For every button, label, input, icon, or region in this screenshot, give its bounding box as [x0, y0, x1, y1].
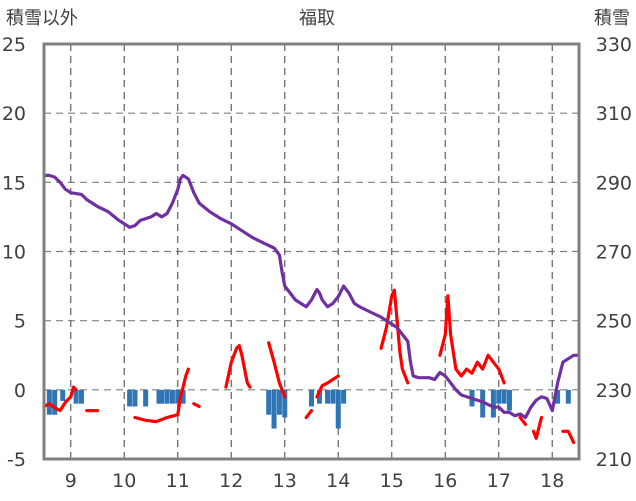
bar — [490, 389, 496, 418]
bar — [73, 389, 79, 404]
red-line-segment — [304, 409, 314, 420]
bar — [496, 389, 502, 404]
right-y-tick-label: 270 — [596, 242, 632, 264]
x-tick-label: 14 — [326, 470, 350, 492]
red-line-segment — [438, 294, 506, 385]
bar — [555, 389, 561, 404]
bar — [60, 389, 66, 401]
right-y-tick-label: 210 — [596, 449, 632, 471]
bar — [132, 389, 138, 407]
bar — [276, 389, 282, 415]
left-y-tick-label: 15 — [2, 172, 26, 194]
right-y-tick-label: 330 — [596, 34, 632, 56]
x-tick-label: 13 — [273, 470, 297, 492]
red-line-segment — [518, 415, 528, 426]
red-line-segment — [267, 341, 287, 399]
bar — [156, 389, 162, 404]
x-tick-label: 12 — [219, 470, 243, 492]
chart-title: 福取 — [299, 8, 335, 29]
bar — [325, 389, 331, 404]
blue-bar-series — [46, 389, 571, 429]
bar — [266, 389, 272, 415]
right-y-tick-label: 290 — [596, 172, 632, 194]
bar — [127, 389, 133, 407]
bar — [341, 389, 347, 404]
left-axis-title: 積雪以外 — [6, 8, 78, 29]
bar — [164, 389, 170, 404]
bar — [565, 389, 571, 404]
x-tick-label: 11 — [166, 470, 190, 492]
x-tick-label: 17 — [487, 470, 511, 492]
plot-area-border — [42, 42, 581, 461]
bar — [175, 389, 181, 404]
bar — [501, 389, 507, 404]
bar — [317, 389, 323, 404]
red-line-segment — [224, 344, 252, 389]
left-y-tick-labels: 25 20 15 10 5 0 -5 — [2, 34, 26, 471]
red-line-segment — [531, 415, 544, 440]
right-y-tick-labels: 330 310 290 270 250 230 210 — [596, 34, 632, 471]
bar — [52, 389, 58, 415]
left-y-tick-label: 20 — [2, 103, 26, 125]
red-line-segment — [133, 367, 190, 424]
bar — [506, 389, 512, 411]
x-tick-label: 9 — [65, 470, 77, 492]
red-line-segment — [561, 429, 576, 444]
red-line-segment — [42, 385, 78, 413]
bar — [180, 389, 186, 404]
bar — [282, 389, 288, 418]
x-tick-label: 15 — [380, 470, 404, 492]
left-y-tick-label: 25 — [2, 34, 26, 56]
x-tick-label: 18 — [540, 470, 564, 492]
right-y-tick-label: 250 — [596, 311, 632, 333]
bar — [78, 389, 84, 404]
right-axis-title: 積雪 — [594, 8, 630, 29]
x-tick-labels: 9 10 11 12 13 14 15 16 17 18 — [65, 470, 565, 492]
left-y-tick-label: 5 — [14, 311, 26, 333]
left-y-tick-label: 10 — [2, 242, 26, 264]
x-tick-label: 10 — [112, 470, 136, 492]
gridlines — [44, 44, 579, 459]
snow-depth-line — [42, 173, 581, 420]
x-tick-label: 16 — [433, 470, 457, 492]
bar — [271, 389, 277, 429]
purple-line-series — [42, 173, 581, 420]
bar — [335, 389, 341, 429]
right-y-tick-label: 230 — [596, 380, 632, 402]
red-line-segment — [315, 374, 340, 399]
left-y-tick-label: 0 — [14, 380, 26, 402]
bar — [309, 389, 314, 407]
bar — [330, 389, 336, 404]
right-y-tick-label: 310 — [596, 103, 632, 125]
bar — [169, 389, 175, 404]
bar — [159, 389, 165, 404]
bar — [143, 389, 149, 407]
left-y-tick-label: -5 — [7, 449, 26, 471]
red-line-segment — [192, 402, 201, 408]
